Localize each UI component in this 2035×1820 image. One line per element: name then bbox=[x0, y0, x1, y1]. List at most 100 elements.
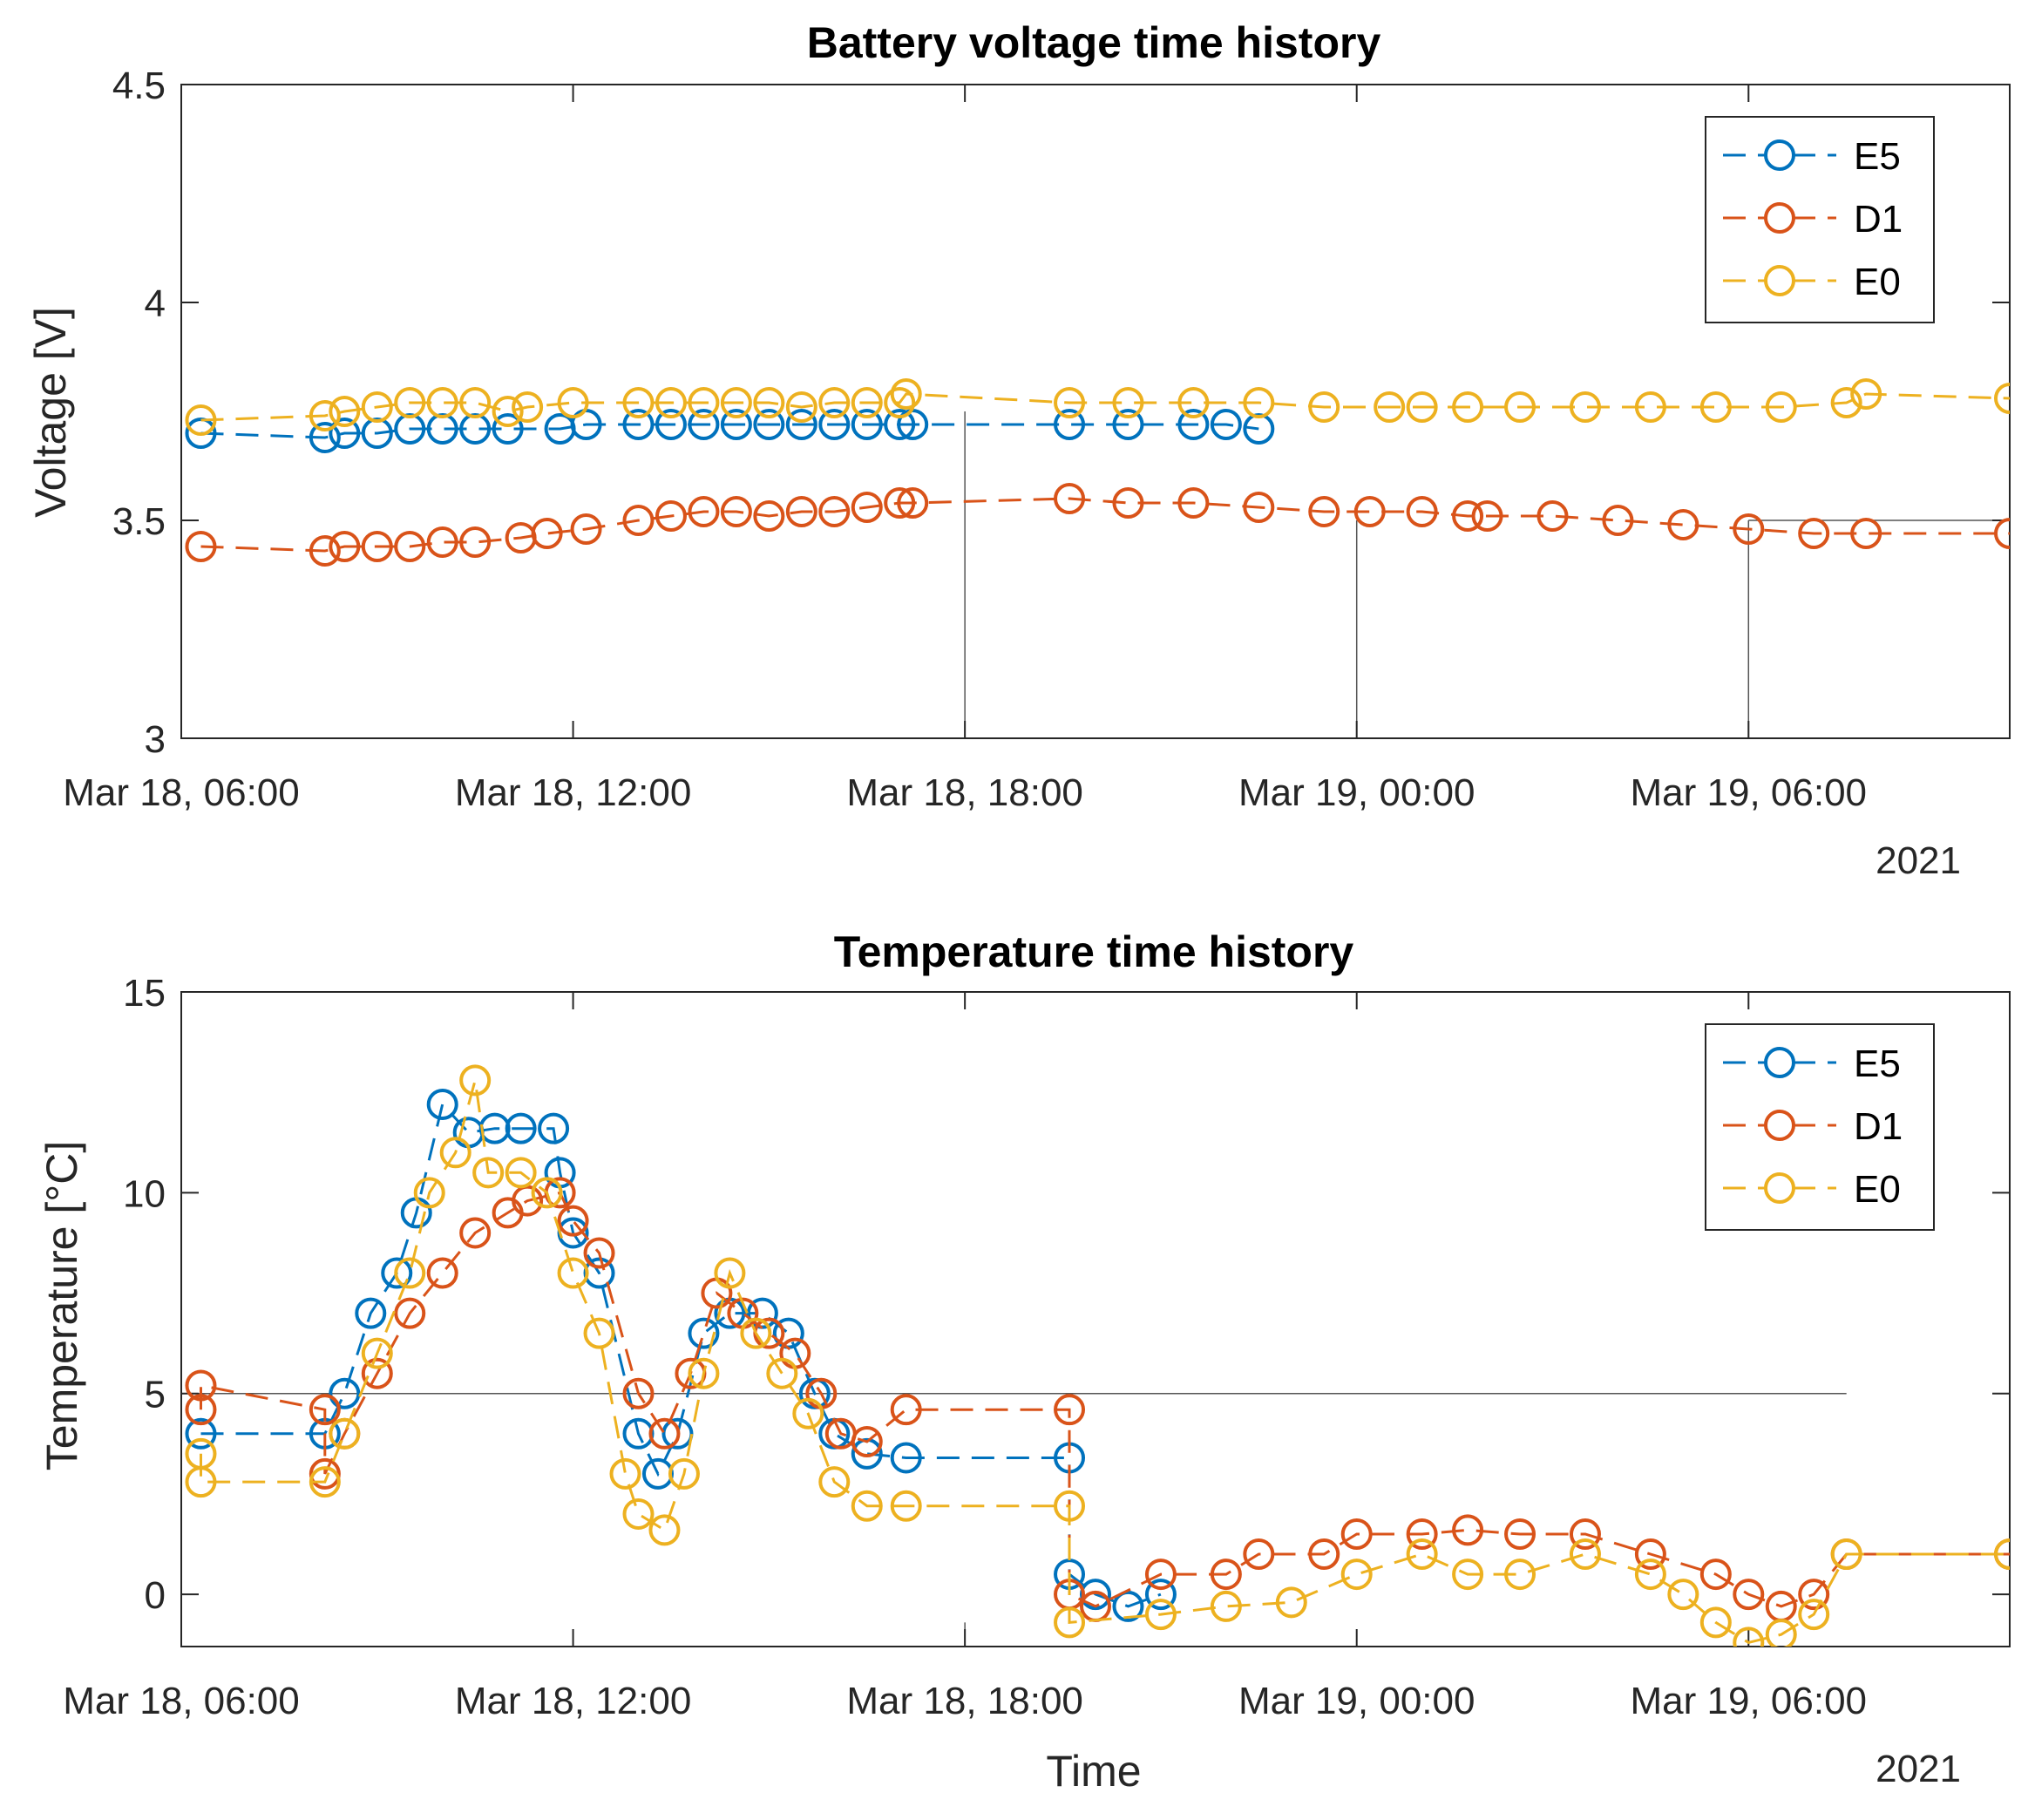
voltage-data-point-d1 bbox=[1994, 518, 2010, 549]
voltage-data-point-e0 bbox=[329, 396, 361, 427]
temperature-data-point-e5 bbox=[583, 1257, 615, 1289]
voltage-data-point-e0 bbox=[1243, 387, 1275, 418]
temperature-data-point-e0 bbox=[609, 1457, 641, 1490]
voltage-data-point-d1 bbox=[459, 526, 492, 558]
voltage-xtick-label: Mar 19, 00:00 bbox=[1238, 771, 1475, 814]
voltage-data-point-e0 bbox=[818, 387, 851, 418]
temperature-legend-label: E0 bbox=[1854, 1168, 1901, 1211]
temperature-data-point-d1 bbox=[1452, 1514, 1484, 1546]
voltage-data-point-d1 bbox=[1112, 487, 1144, 519]
voltage-data-point-d1 bbox=[1602, 505, 1634, 536]
voltage-data-point-e5 bbox=[1054, 409, 1086, 440]
voltage-legend-box bbox=[1705, 116, 1935, 323]
voltage-data-point-e5 bbox=[329, 418, 361, 449]
voltage-xtick-label: Mar 18, 06:00 bbox=[63, 771, 300, 814]
temperature-data-point-e5 bbox=[622, 1417, 655, 1450]
temperature-data-point-d1 bbox=[851, 1426, 883, 1458]
temperature-ytick-label: 5 bbox=[145, 1374, 166, 1416]
voltage-data-point-d1 bbox=[1471, 500, 1503, 532]
voltage-data-point-e0 bbox=[557, 387, 589, 418]
temperature-legend-label: D1 bbox=[1854, 1105, 1903, 1148]
temperature-data-point-d1 bbox=[1733, 1579, 1765, 1611]
voltage-data-point-d1 bbox=[818, 496, 851, 527]
temperature-data-point-e0 bbox=[583, 1317, 615, 1349]
temperature-data-point-e0 bbox=[439, 1137, 471, 1169]
temperature-data-point-e0 bbox=[688, 1357, 720, 1389]
voltage-data-point-d1 bbox=[394, 531, 426, 562]
temperature-data-point-e0 bbox=[890, 1490, 922, 1522]
temperature-data-point-e5 bbox=[1080, 1579, 1111, 1611]
voltage-legend-label: E5 bbox=[1854, 135, 1901, 178]
temperature-data-point-d1 bbox=[1054, 1394, 1086, 1426]
voltage-data-point-e5 bbox=[492, 413, 524, 445]
voltage-data-point-d1 bbox=[426, 526, 458, 558]
voltage-data-point-e0 bbox=[655, 387, 687, 418]
voltage-data-point-d1 bbox=[622, 505, 655, 536]
voltage-data-point-e5 bbox=[818, 409, 851, 440]
voltage-data-point-e5 bbox=[655, 409, 687, 440]
voltage-data-point-e0 bbox=[1374, 391, 1406, 423]
temperature-data-point-e5 bbox=[185, 1417, 217, 1450]
temperature-xtick-label: Mar 18, 06:00 bbox=[63, 1680, 300, 1722]
voltage-data-point-e0 bbox=[1406, 391, 1438, 423]
voltage-data-point-e5 bbox=[753, 409, 785, 440]
voltage-data-point-e5 bbox=[688, 409, 720, 440]
temperature-data-point-e0 bbox=[714, 1257, 746, 1289]
temperature-xtick-label: Mar 19, 00:00 bbox=[1238, 1680, 1475, 1722]
temperature-data-point-e0 bbox=[1994, 1538, 2010, 1571]
temperature-xtick-label: Mar 18, 18:00 bbox=[846, 1680, 1083, 1722]
temperature-data-point-e0 bbox=[1830, 1538, 1862, 1571]
temperature-year-label: 2021 bbox=[1876, 1748, 1961, 1790]
temperature-data-point-d1 bbox=[1504, 1518, 1536, 1550]
temperature-data-point-d1 bbox=[394, 1297, 426, 1329]
temperature-ytick-label: 10 bbox=[123, 1172, 166, 1215]
voltage-data-point-d1 bbox=[1667, 509, 1699, 540]
temperature-data-point-d1 bbox=[1308, 1538, 1340, 1571]
voltage-data-point-d1 bbox=[1308, 496, 1340, 527]
temperature-data-point-e0 bbox=[1452, 1559, 1484, 1591]
voltage-data-point-d1 bbox=[1733, 513, 1765, 545]
temperature-data-point-e0 bbox=[1569, 1538, 1601, 1571]
voltage-data-point-e5 bbox=[851, 409, 883, 440]
temperature-data-area bbox=[185, 1064, 2010, 1647]
temperature-xtick-label: Mar 19, 06:00 bbox=[1631, 1680, 1868, 1722]
temperature-data-point-e0 bbox=[792, 1397, 824, 1430]
temperature-data-point-d1 bbox=[185, 1394, 217, 1426]
temperature-data-point-d1 bbox=[1569, 1518, 1601, 1550]
voltage-data-point-d1 bbox=[1353, 496, 1386, 527]
voltage-legend-label: D1 bbox=[1854, 198, 1903, 241]
temperature-data-point-e5 bbox=[890, 1442, 922, 1474]
temperature-legend-box bbox=[1705, 1023, 1935, 1231]
voltage-data-point-d1 bbox=[1850, 518, 1882, 549]
temperature-data-point-d1 bbox=[185, 1369, 217, 1402]
voltage-data-point-e0 bbox=[1504, 391, 1536, 423]
temperature-data-point-e5 bbox=[426, 1089, 458, 1121]
voltage-data-point-d1 bbox=[851, 492, 883, 523]
temperature-data-point-d1 bbox=[1699, 1559, 1732, 1591]
voltage-data-point-d1 bbox=[309, 535, 341, 567]
voltage-data-point-d1 bbox=[785, 496, 817, 527]
voltage-data-point-e0 bbox=[1765, 391, 1797, 423]
temperature-data-point-e0 bbox=[1275, 1586, 1307, 1619]
voltage-data-point-d1 bbox=[1536, 500, 1569, 532]
temperature-data-point-e5 bbox=[538, 1112, 570, 1144]
temperature-data-point-e0 bbox=[1054, 1490, 1086, 1522]
voltage-data-point-e0 bbox=[890, 378, 922, 410]
voltage-data-point-e0 bbox=[512, 391, 544, 423]
voltage-data-point-e5 bbox=[884, 409, 916, 440]
temperature-data-point-e0 bbox=[818, 1466, 851, 1498]
voltage-chart-title: Battery voltage time history bbox=[807, 18, 1381, 67]
temperature-data-point-d1 bbox=[361, 1357, 393, 1389]
voltage-data-point-e0 bbox=[1569, 391, 1601, 423]
voltage-data-point-e0 bbox=[1830, 387, 1862, 418]
voltage-year-label: 2021 bbox=[1876, 839, 1961, 882]
voltage-data-point-e5 bbox=[1112, 409, 1144, 440]
voltage-ytick-label: 3 bbox=[145, 718, 166, 761]
temperature-data-point-e5 bbox=[851, 1437, 883, 1470]
temperature-series-line-e5 bbox=[200, 1101, 1162, 1608]
temperature-legend-marker-d1 bbox=[1764, 1110, 1795, 1141]
temperature-data-point-e0 bbox=[1765, 1619, 1797, 1647]
temperature-data-point-e5 bbox=[505, 1112, 537, 1144]
temperature-chart-title: Temperature time history bbox=[834, 927, 1354, 976]
